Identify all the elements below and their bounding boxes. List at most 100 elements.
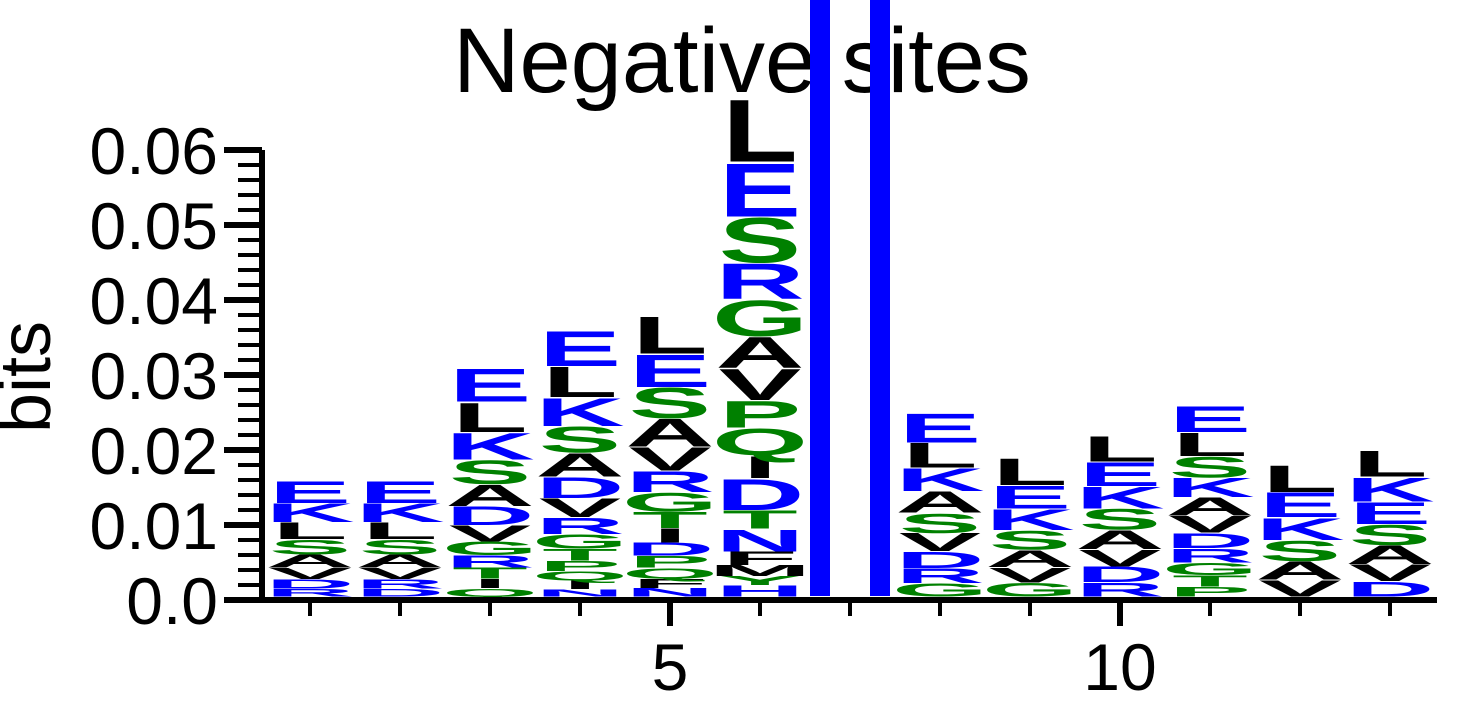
logo-letter-r: R: [265, 587, 354, 599]
logo-letter-e: E: [359, 474, 441, 510]
logo-letter-r: R: [1075, 579, 1164, 601]
logo-letter-e: E: [269, 474, 351, 510]
logo-letter-e: E: [449, 359, 531, 412]
logo-letter-k: K: [985, 503, 1074, 536]
logo-letter-g: G: [622, 487, 718, 517]
y-tick-label: 0.04: [90, 264, 218, 338]
logo-letter-s: S: [359, 535, 441, 559]
logo-letter-g: G: [982, 579, 1078, 600]
logo-letter-k: K: [1345, 471, 1434, 509]
logo-letter-t: T: [632, 507, 707, 533]
logo-letter-k: K: [1255, 511, 1344, 547]
logo-letter-v: V: [359, 565, 442, 583]
y-tick-label: 0.05: [90, 189, 218, 263]
logo-letter-d: D: [445, 501, 534, 531]
logo-letter-v: V: [629, 441, 711, 478]
logo-letter-k: K: [445, 425, 534, 467]
logo-letter-s: S: [1259, 535, 1341, 567]
logo-letter-q: Q: [442, 586, 538, 599]
logo-letter-a: A: [535, 446, 624, 483]
logo-letter-e: E: [539, 321, 621, 377]
logo-letter-v: V: [539, 493, 621, 523]
logo-letter-v: V: [269, 565, 352, 583]
logo-letter-e: E: [1259, 486, 1341, 525]
logo-letter-k: K: [1165, 472, 1254, 503]
y-tick-label: 0.03: [90, 339, 218, 413]
logo-letter-l: L: [992, 451, 1067, 493]
logo-letter-l: L: [1262, 458, 1337, 500]
logo-letter-e: E: [1169, 398, 1251, 440]
logo-letter-l: L: [902, 437, 977, 476]
logo-letter-a: A: [1165, 492, 1254, 521]
logo-letter-r: R: [445, 552, 534, 571]
logo-letter-s: S: [989, 525, 1071, 555]
logo-letter-l: L: [1352, 443, 1427, 484]
logo-letter-v: V: [719, 360, 801, 410]
logo-letter-a: A: [625, 411, 714, 455]
logo-letter-h: H: [715, 582, 804, 599]
highlight-bar-right: [870, 0, 890, 596]
logo-letter-r: R: [625, 465, 714, 498]
logo-letter-d: D: [1345, 577, 1434, 601]
highlight-bar-left: [810, 0, 830, 596]
logo-letter-e: E: [989, 479, 1071, 515]
logo-letter-f: F: [722, 548, 797, 569]
logo-letter-a: A: [445, 479, 534, 513]
logo-letter-v: V: [1259, 575, 1341, 601]
logo-letter-l: L: [1082, 429, 1157, 469]
logo-letter-y: Y: [719, 574, 801, 588]
axes: 0.00.010.020.030.040.050.06 5 10: [90, 114, 1437, 704]
logo-letter-l: L: [722, 81, 797, 181]
logo-letter-d: D: [895, 547, 984, 573]
logo-letter-k: K: [265, 498, 354, 528]
logo-letter-q: Q: [712, 421, 808, 464]
logo-letter-v: V: [1349, 559, 1431, 586]
y-axis-label: bits: [0, 321, 66, 433]
logo-letter-d: D: [355, 587, 444, 599]
logo-letter-k: K: [1075, 480, 1164, 515]
x-tick-label: 5: [652, 630, 689, 704]
logo-letter-i: I: [743, 449, 777, 485]
logo-letter-s: S: [1079, 504, 1161, 537]
logo-letter-t: T: [1172, 572, 1247, 590]
logo-letter-i: I: [473, 576, 507, 591]
logo-letter-g: G: [442, 538, 538, 559]
logo-letter-k: K: [535, 390, 624, 434]
y-tick-label: 0.02: [90, 414, 218, 488]
logo-letter-e: E: [899, 405, 981, 452]
logo-letter-d: D: [265, 577, 354, 592]
y-tick-label: 0.0: [126, 564, 218, 638]
logo-letter-s: S: [629, 379, 711, 428]
logo-letter-f: F: [632, 576, 707, 591]
logo-letter-i: I: [653, 524, 687, 546]
y-tick-label: 0.06: [90, 114, 218, 188]
logo-letter-s: S: [449, 453, 531, 491]
logo-letter-d: D: [535, 471, 624, 504]
logo-letter-g: G: [712, 290, 808, 347]
logo-letter-s: S: [1169, 451, 1251, 484]
logo-letter-v: V: [899, 528, 981, 557]
logo-letter-v: V: [449, 521, 531, 546]
logo-stacks: RDVASLKEDRVASLKEQITRGVDASKLENIQPTGRVDASK…: [265, 0, 1435, 601]
logo-letter-n: N: [625, 586, 714, 599]
logo-letter-v: V: [1079, 544, 1161, 571]
logo-letter-s: S: [899, 508, 981, 539]
logo-letter-a: A: [265, 551, 354, 572]
logo-letter-p: P: [719, 393, 801, 436]
logo-letter-e: E: [1349, 496, 1431, 531]
logo-letter-l: L: [542, 358, 617, 407]
logo-letter-r: R: [355, 577, 444, 592]
logo-letter-l: L: [1172, 426, 1247, 463]
logo-letter-s: S: [269, 535, 351, 559]
logo-letter-d: D: [625, 539, 714, 560]
logo-letter-n: N: [715, 523, 804, 559]
logo-letter-q: Q: [622, 565, 718, 582]
logo-letter-p: P: [539, 557, 621, 574]
logo-letter-t: T: [542, 545, 617, 564]
logo-letter-p: P: [1169, 584, 1251, 600]
logo-letter-a: A: [1345, 540, 1434, 570]
logo-letter-a: A: [895, 486, 984, 520]
logo-letter-m: M: [709, 562, 812, 579]
logo-letter-i: I: [563, 579, 597, 592]
